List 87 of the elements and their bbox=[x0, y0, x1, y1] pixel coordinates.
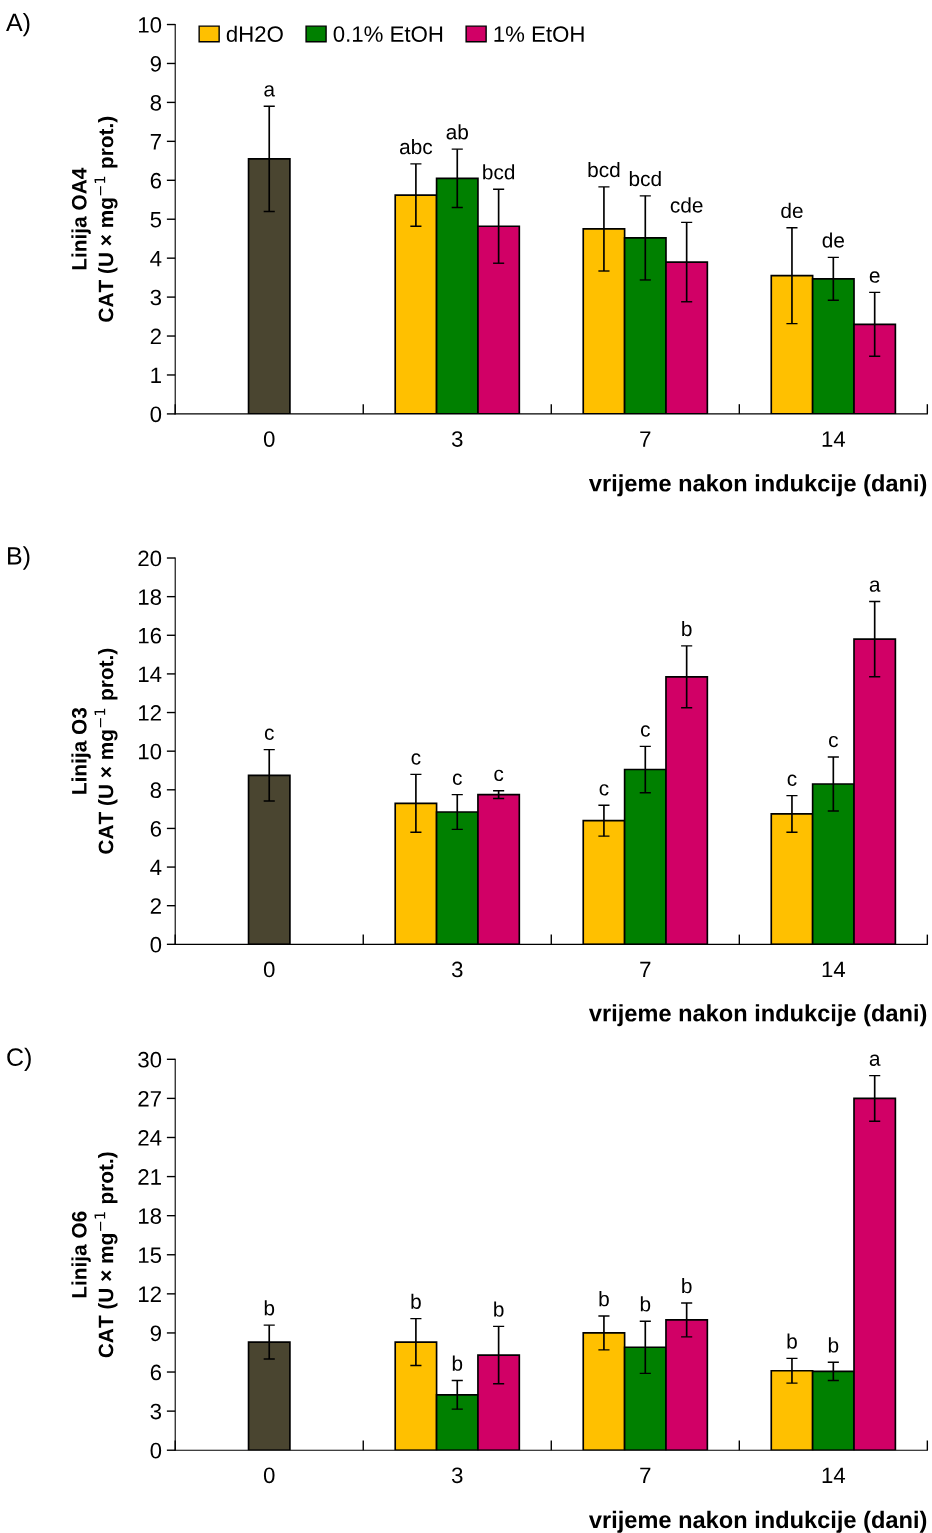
y-tick-label: 4 bbox=[150, 859, 162, 876]
data-label: c bbox=[411, 753, 421, 765]
data-label: bcd bbox=[588, 161, 620, 178]
data-label: c bbox=[640, 725, 650, 737]
data-label: c bbox=[787, 774, 797, 786]
y-tick-label: 14 bbox=[139, 666, 162, 682]
y-tick-label: 30 bbox=[138, 1051, 162, 1068]
y-tick-label: 21 bbox=[138, 1169, 161, 1185]
y-axis-title: Linija OA4 CAT (U × mg$^{−1}$ prot.) bbox=[71, 116, 118, 322]
legend-label: 1% EtOH bbox=[494, 26, 584, 42]
x-tick-label: 14 bbox=[822, 1467, 846, 1483]
x-tick-label: 3 bbox=[451, 431, 463, 447]
data-label: c bbox=[494, 769, 504, 782]
y-tick-label: 9 bbox=[150, 56, 161, 72]
y-tick-label: 0 bbox=[150, 1442, 162, 1459]
x-tick-label: 7 bbox=[640, 1467, 651, 1483]
y-axis-title: Linija O3 CAT (U × mg$^{−1}$ prot.) bbox=[71, 648, 118, 854]
y-axis-title: Linija O6 CAT (U × mg$^{−1}$ prot.) bbox=[71, 1152, 118, 1358]
x-tick-label: 7 bbox=[640, 961, 651, 978]
y-tick-label: 3 bbox=[150, 289, 162, 306]
chart-title: C) bbox=[7, 1047, 31, 1071]
data-label: b bbox=[452, 1355, 463, 1371]
chart-title: B) bbox=[8, 546, 30, 570]
y-tick-label: 10 bbox=[139, 17, 162, 33]
data-label: ab bbox=[446, 124, 468, 140]
legend-label: dH2O bbox=[226, 25, 283, 42]
x-tick-label: 3 bbox=[451, 1467, 463, 1484]
y-tick-label: 9 bbox=[150, 1325, 161, 1342]
chart-title: A) bbox=[6, 12, 30, 37]
legend-label: 0.1% EtOH bbox=[333, 26, 443, 42]
y-tick-label: 12 bbox=[139, 1286, 161, 1302]
y-tick-label: 12 bbox=[139, 705, 161, 721]
data-label: abc bbox=[399, 138, 433, 155]
data-label: de bbox=[822, 232, 844, 248]
y-tick-label: 6 bbox=[150, 1364, 162, 1381]
y-tick-label: 1 bbox=[151, 367, 161, 384]
y-tick-label: 0 bbox=[150, 936, 162, 953]
y-tick-label: 18 bbox=[139, 1208, 162, 1224]
y-tick-label: 20 bbox=[138, 550, 162, 567]
data-label: b bbox=[640, 1296, 651, 1312]
y-tick-label: 15 bbox=[139, 1247, 162, 1264]
data-label: c bbox=[264, 728, 274, 740]
x-tick-label: 3 bbox=[451, 961, 463, 978]
x-axis-title: vrijeme nakon indukcije (dani) bbox=[588, 474, 927, 497]
y-tick-label: 10 bbox=[139, 743, 162, 760]
x-tick-label: 0 bbox=[263, 1467, 275, 1484]
y-tick-label: 27 bbox=[138, 1090, 161, 1107]
y-tick-label: 6 bbox=[150, 820, 162, 837]
x-axis-title: vrijeme nakon indukcije (dani) bbox=[588, 1004, 927, 1027]
data-label: b bbox=[599, 1291, 609, 1307]
y-tick-label: 8 bbox=[150, 94, 162, 111]
data-label: b bbox=[682, 620, 692, 637]
data-label: b bbox=[264, 1300, 275, 1316]
data-label: cde bbox=[670, 197, 703, 213]
x-axis-title: vrijeme nakon indukcije (dani) bbox=[588, 1510, 927, 1533]
data-label: b bbox=[682, 1278, 692, 1294]
x-tick-label: 7 bbox=[640, 431, 651, 447]
data-label: bcd bbox=[629, 170, 661, 187]
data-label: de bbox=[781, 202, 803, 219]
data-label: c bbox=[829, 735, 838, 748]
x-tick-label: 0 bbox=[263, 961, 275, 978]
data-label: b bbox=[787, 1333, 797, 1349]
y-tick-label: 5 bbox=[150, 211, 162, 228]
data-label: c bbox=[452, 773, 462, 785]
data-label: c bbox=[599, 784, 609, 796]
x-tick-label: 14 bbox=[822, 431, 846, 447]
data-label: b bbox=[828, 1337, 839, 1353]
data-label: b bbox=[411, 1293, 421, 1309]
data-label: a bbox=[869, 1054, 881, 1066]
data-label: bcd bbox=[483, 164, 515, 180]
y-tick-label: 0 bbox=[150, 406, 162, 423]
y-tick-label: 24 bbox=[138, 1130, 162, 1146]
y-tick-label: 6 bbox=[150, 172, 162, 189]
y-tick-label: 4 bbox=[150, 250, 162, 267]
data-label: e bbox=[869, 271, 880, 283]
data-label: a bbox=[264, 85, 276, 97]
data-label: b bbox=[494, 1301, 504, 1317]
y-tick-label: 2 bbox=[150, 898, 161, 914]
x-tick-label: 0 bbox=[263, 431, 275, 447]
data-label: a bbox=[869, 580, 881, 592]
y-tick-label: 3 bbox=[150, 1403, 162, 1420]
x-tick-label: 14 bbox=[822, 961, 846, 978]
y-tick-label: 8 bbox=[150, 782, 162, 799]
y-tick-label: 2 bbox=[150, 328, 161, 345]
y-tick-label: 16 bbox=[139, 627, 162, 644]
y-tick-label: 7 bbox=[150, 134, 161, 150]
y-tick-label: 18 bbox=[139, 589, 162, 605]
